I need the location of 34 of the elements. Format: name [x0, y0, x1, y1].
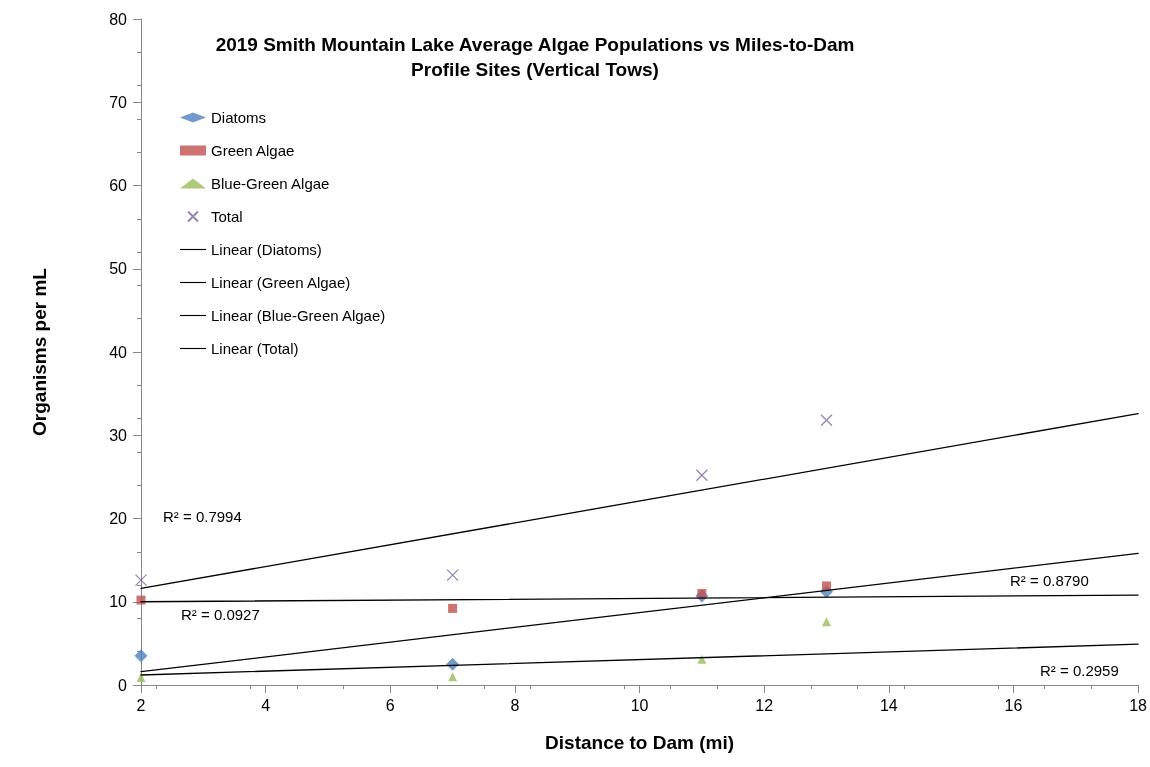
x-tick-label: 2	[136, 696, 146, 714]
x-tick-label: 8	[510, 696, 520, 714]
x-tick-label: 10	[630, 696, 649, 714]
x-tick-label: 6	[385, 696, 395, 714]
y-tick-label: 50	[109, 260, 128, 278]
y-tick-label: 80	[109, 10, 128, 28]
legend-label: Green Algae	[211, 142, 295, 159]
legend-label: Diatoms	[211, 109, 267, 126]
annotation: R² = 0.7994	[163, 507, 242, 525]
annotation: R² = 0.2959	[1040, 661, 1119, 679]
annotation: R² = 0.8790	[1010, 571, 1089, 589]
text: 2019 Smith Mountain Lake Average Algae Populations vs Miles-to-Dam	[215, 34, 855, 55]
y-axis-title: Organisms per mL	[29, 267, 50, 436]
legend-label: Linear (Green Algae)	[211, 274, 351, 291]
y-tick-label: 30	[109, 426, 128, 444]
x-tick-label: 12	[755, 696, 774, 714]
text: Profile Sites (Vertical Tows)	[411, 59, 659, 80]
y-tick-label: 60	[109, 177, 128, 194]
x-tick-label: 14	[879, 696, 898, 714]
y-tick-label: 0	[118, 676, 128, 694]
legend-label: Blue-Green Algae	[211, 175, 330, 192]
legend-label: Total	[211, 208, 243, 225]
annotation: R² = 0.0927	[181, 605, 260, 623]
x-tick-label: 4	[261, 696, 271, 714]
y-tick-label: 20	[109, 510, 128, 527]
y-tick-label: 70	[109, 93, 128, 111]
x-axis-title: Distance to Dam (mi)	[545, 732, 735, 753]
legend-label: Linear (Diatoms)	[211, 241, 322, 258]
legend-label: Linear (Blue-Green Algae)	[211, 307, 386, 324]
y-tick-label: 10	[109, 593, 128, 611]
x-tick-label: 16	[1004, 696, 1023, 714]
x-tick-label: 18	[1129, 696, 1148, 714]
y-tick-label: 40	[109, 343, 128, 361]
legend-label: Linear (Total)	[211, 340, 299, 357]
